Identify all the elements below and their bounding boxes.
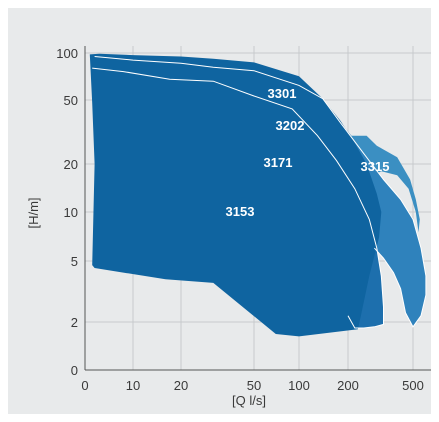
pump-performance-chart: 0 10 20 50 100 200 500 0 2 5 10 20 50 100 3301 3315 320… — [26, 46, 431, 408]
y-tick-label: 0 — [71, 363, 78, 378]
x-axis-title: [Q l/s] — [232, 393, 266, 408]
x-tick-label: 200 — [337, 378, 359, 393]
x-tick-label: 500 — [402, 378, 424, 393]
series-label-3153: 3153 — [226, 204, 255, 219]
y-tick-label: 2 — [71, 315, 78, 330]
y-tick-label: 10 — [64, 205, 78, 220]
series-label-3301: 3301 — [268, 86, 297, 101]
x-tick-label: 10 — [126, 378, 140, 393]
tick-labels: 0 10 20 50 100 200 500 0 2 5 10 20 50 100 — [56, 46, 424, 393]
series-boundary-3171 — [92, 67, 384, 329]
series-label-3171: 3171 — [264, 155, 293, 170]
series-boundaries — [92, 56, 427, 329]
x-tick-label: 50 — [247, 378, 261, 393]
y-axis-title: [H/m] — [26, 197, 41, 228]
series-areas — [89, 53, 426, 337]
axes — [84, 46, 431, 371]
chart-panel: 0 10 20 50 100 200 500 0 2 5 10 20 50 100 3301 3315 320… — [8, 8, 431, 414]
series-area-3153 — [89, 53, 382, 337]
x-tick-label: 100 — [288, 378, 310, 393]
y-tick-label: 100 — [56, 46, 78, 61]
x-tick-label: 0 — [81, 378, 88, 393]
series-label-3202: 3202 — [276, 118, 305, 133]
y-tick-label: 5 — [71, 254, 78, 269]
y-tick-label: 20 — [64, 157, 78, 172]
y-tick-label: 50 — [64, 93, 78, 108]
x-tick-label: 20 — [174, 378, 188, 393]
series-boundary-3202 — [94, 56, 427, 328]
series-label-3315: 3315 — [361, 159, 390, 174]
series-labels: 3301 3315 3202 3171 3153 — [226, 86, 390, 219]
